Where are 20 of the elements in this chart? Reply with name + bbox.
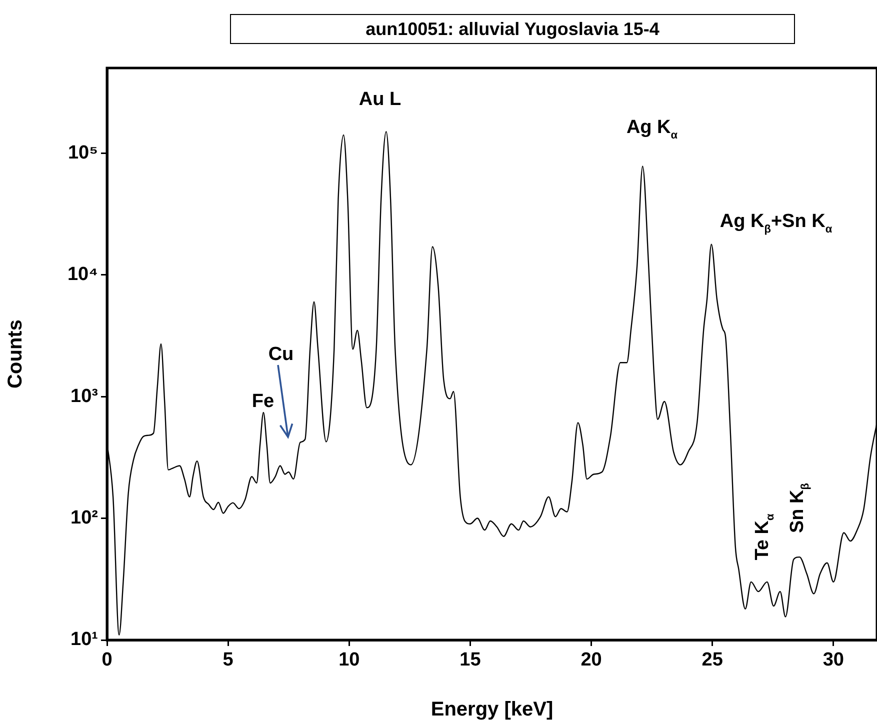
annotation: Au L [358, 89, 402, 110]
x-axis-title: Energy [keV] [430, 698, 554, 721]
annotation: Cu [268, 344, 294, 366]
x-tick-label: 25 [702, 650, 724, 671]
annotation: Fe [252, 391, 274, 412]
x-tick-label: 5 [222, 650, 234, 671]
y-tick-label: 10² [70, 508, 98, 529]
x-tick-label: 15 [460, 650, 482, 671]
x-tick-label: 10 [338, 650, 360, 671]
y-tick-label: 10³ [70, 386, 98, 407]
y-tick-label: 10⁴ [67, 264, 98, 286]
y-axis-title: Counts [4, 320, 27, 388]
x-tick-label: 30 [822, 650, 844, 671]
x-tick-label: 20 [580, 650, 602, 671]
annotation: Sn Kβ [787, 482, 812, 533]
x-tick-label: 0 [102, 650, 112, 671]
y-tick-label: 10¹ [70, 629, 98, 650]
chart-title: aun10051: alluvial Yugoslavia 15-4 [230, 14, 795, 44]
annotation: Te Kα [752, 514, 777, 560]
y-tick-label: 10⁵ [68, 142, 98, 164]
